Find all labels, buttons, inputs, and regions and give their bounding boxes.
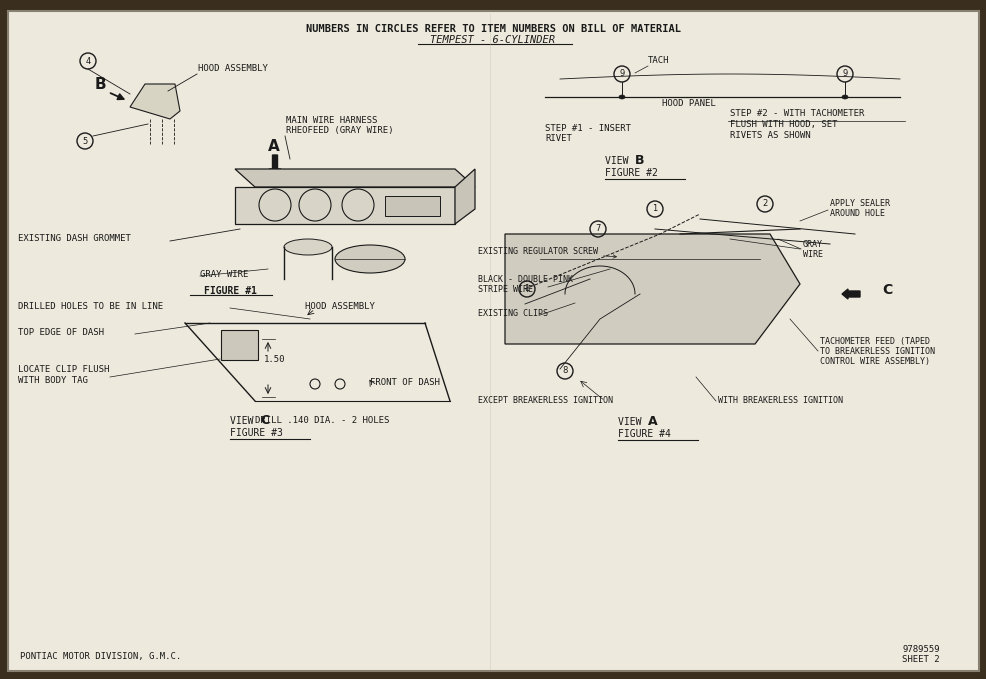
Text: VIEW: VIEW [617,417,647,427]
Text: HOOD ASSEMBLY: HOOD ASSEMBLY [198,64,267,73]
Text: DRILLED HOLES TO BE IN LINE: DRILLED HOLES TO BE IN LINE [18,302,163,311]
FancyArrow shape [841,289,859,299]
Text: C: C [259,414,269,427]
Text: EXISTING CLIPS: EXISTING CLIPS [477,309,547,318]
FancyArrow shape [269,155,281,177]
Text: STEP #2 - WITH TACHOMETER: STEP #2 - WITH TACHOMETER [730,109,864,118]
Text: DRILL .140 DIA. - 2 HOLES: DRILL .140 DIA. - 2 HOLES [254,416,389,425]
Text: 1.50: 1.50 [263,355,285,364]
Bar [385,196,440,216]
Text: TO BREAKERLESS IGNITION: TO BREAKERLESS IGNITION [819,347,934,356]
Polygon shape [455,169,474,224]
Text: STRIPE WIRE: STRIPE WIRE [477,285,532,294]
Text: CONTROL WIRE ASSEMBLY): CONTROL WIRE ASSEMBLY) [819,357,929,366]
Text: 7: 7 [595,225,600,234]
Text: RIVETS AS SHOWN: RIVETS AS SHOWN [730,131,810,140]
Text: GRAY WIRE: GRAY WIRE [200,270,248,279]
Text: EXISTING REGULATOR SCREW: EXISTING REGULATOR SCREW [477,247,616,258]
Text: VIEW: VIEW [230,416,259,426]
Text: NUMBERS IN CIRCLES REFER TO ITEM NUMBERS ON BILL OF MATERIAL: NUMBERS IN CIRCLES REFER TO ITEM NUMBERS… [306,24,679,34]
Text: 5: 5 [82,136,88,145]
Polygon shape [130,84,179,119]
Text: HOOD ASSEMBLY: HOOD ASSEMBLY [305,302,375,311]
Text: LOCATE CLIP FLUSH: LOCATE CLIP FLUSH [18,365,109,374]
FancyBboxPatch shape [221,330,257,360]
Text: FLUSH WITH HOOD, SET: FLUSH WITH HOOD, SET [730,120,837,129]
Text: TACHOMETER FEED (TAPED: TACHOMETER FEED (TAPED [819,337,929,346]
Text: 8: 8 [562,367,567,375]
Text: EXCEPT BREAKERLESS IGNITION: EXCEPT BREAKERLESS IGNITION [477,396,612,405]
Text: FRONT OF DASH: FRONT OF DASH [370,378,440,387]
Ellipse shape [841,95,847,99]
Text: EXISTING DASH GROMMET: EXISTING DASH GROMMET [18,234,131,243]
Polygon shape [505,234,800,344]
Ellipse shape [284,239,331,255]
Text: VIEW: VIEW [604,156,634,166]
Text: RIVET: RIVET [544,134,571,143]
Polygon shape [235,187,455,224]
Text: 2: 2 [761,200,767,208]
FancyBboxPatch shape [8,11,978,671]
Text: TEMPEST - 6-CYLINDER: TEMPEST - 6-CYLINDER [430,35,555,45]
Text: STEP #1 - INSERT: STEP #1 - INSERT [544,124,630,133]
Text: 1: 1 [652,204,657,213]
Text: WITH BREAKERLESS IGNITION: WITH BREAKERLESS IGNITION [717,396,842,405]
Ellipse shape [618,95,624,99]
Text: FIGURE #1: FIGURE #1 [203,286,256,296]
Text: FIGURE #3: FIGURE #3 [230,428,283,438]
Text: WITH BODY TAG: WITH BODY TAG [18,376,88,385]
Text: A: A [648,415,657,428]
Text: PONTIAC MOTOR DIVISION, G.M.C.: PONTIAC MOTOR DIVISION, G.M.C. [20,652,181,661]
Text: APPLY SEALER: APPLY SEALER [829,199,889,208]
Text: RHEOFEED (GRAY WIRE): RHEOFEED (GRAY WIRE) [286,126,393,135]
Text: A: A [268,139,279,154]
Text: FIGURE #2: FIGURE #2 [604,168,658,178]
Text: B: B [95,77,106,92]
Ellipse shape [334,245,404,273]
Text: GRAY: GRAY [803,240,822,249]
Text: 4: 4 [85,56,91,65]
Text: MAIN WIRE HARNESS: MAIN WIRE HARNESS [286,116,377,125]
Text: BLACK - DOUBLE PINK: BLACK - DOUBLE PINK [477,275,573,284]
Text: FIGURE #4: FIGURE #4 [617,429,670,439]
Text: 9: 9 [841,69,847,79]
Text: WIRE: WIRE [803,250,822,259]
Text: HOOD PANEL: HOOD PANEL [662,99,715,108]
Text: C: C [881,283,891,297]
Text: SHEET 2: SHEET 2 [901,655,939,663]
Text: TACH: TACH [648,56,669,65]
Text: 9789559: 9789559 [901,644,939,653]
Text: B: B [634,154,644,167]
Text: 9: 9 [619,69,624,79]
Polygon shape [235,169,474,187]
Text: TOP EDGE OF DASH: TOP EDGE OF DASH [18,328,104,337]
Text: AROUND HOLE: AROUND HOLE [829,209,884,218]
Text: 1: 1 [524,285,529,293]
